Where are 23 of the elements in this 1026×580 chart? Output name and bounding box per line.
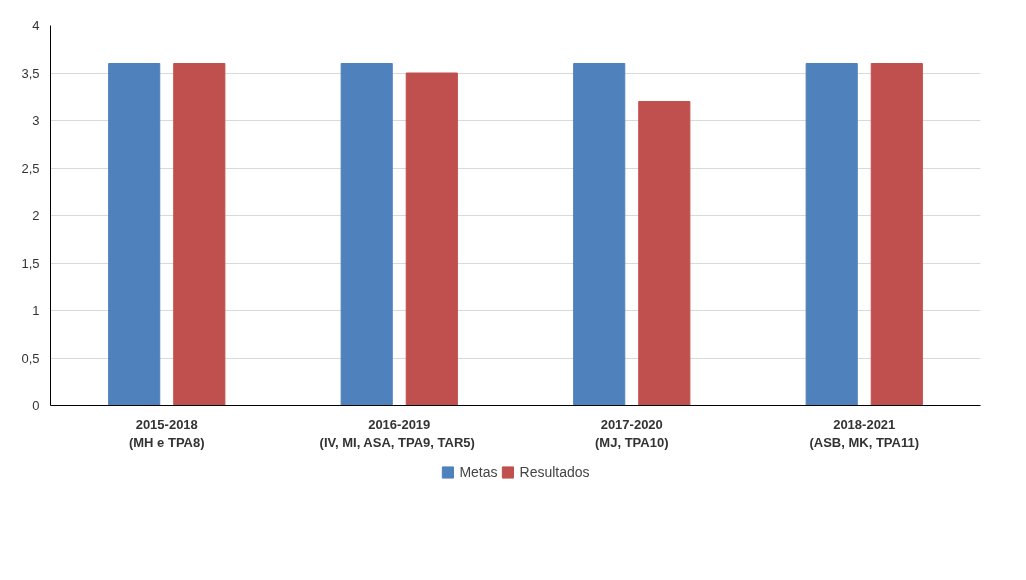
x-tick-label: 2018-2021 (ASB, MK, TPA11) <box>809 416 920 450</box>
y-tick-label: 2 <box>32 208 40 223</box>
y-tick-label: 3,5 <box>21 65 40 81</box>
bar <box>573 63 626 406</box>
bar <box>638 101 691 406</box>
x-tick-label: 2017-2020 (MJ, TPA10) <box>595 416 669 450</box>
y-tick-label: 3 <box>32 113 40 128</box>
bar <box>340 63 393 406</box>
bar <box>805 63 858 406</box>
y-tick-label: 4 <box>32 18 40 33</box>
bar <box>870 63 923 406</box>
legend-label: Metas <box>459 464 498 480</box>
x-tick-label: 2016-2019 (IV, MI, ASA, TPA9, TAR5) <box>319 416 475 450</box>
y-tick-label: 0 <box>32 398 40 413</box>
bar <box>108 63 161 406</box>
y-tick-label: 2,5 <box>21 160 40 176</box>
y-tick-label: 0,5 <box>21 350 40 366</box>
bar <box>173 63 226 406</box>
legend-label: Resultados <box>519 464 590 480</box>
bar <box>405 72 458 406</box>
x-tick-label: 2015-2018 (MH e TPA8) <box>128 416 205 450</box>
y-tick-label: 1 <box>32 303 40 318</box>
y-tick-label: 1,5 <box>21 255 40 271</box>
